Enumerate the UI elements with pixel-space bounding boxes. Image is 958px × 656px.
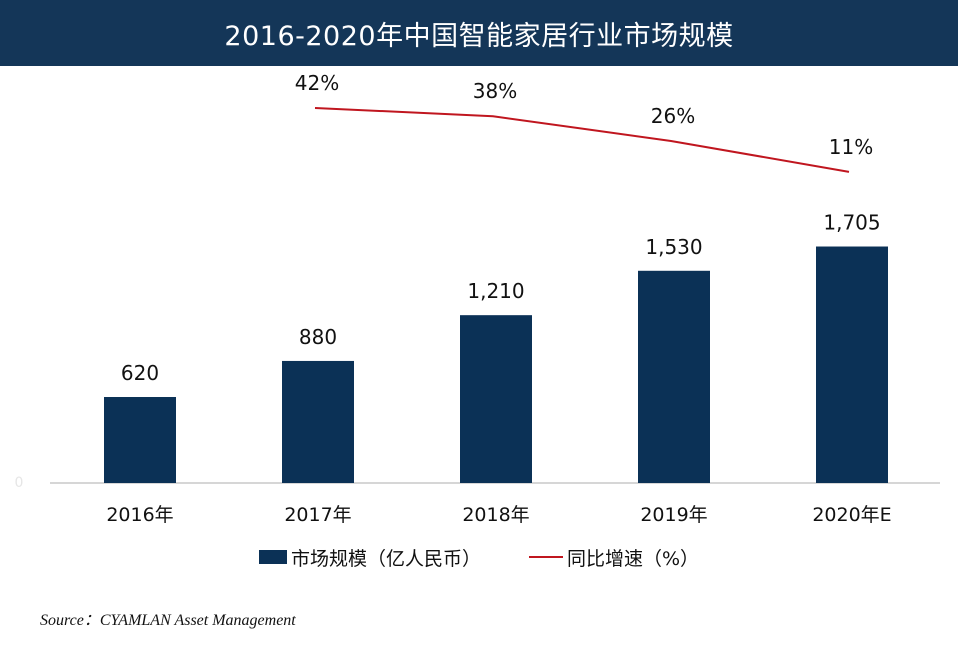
- x-tick-label-1: 2017年: [284, 504, 351, 526]
- legend-item-growth: 同比增速（%）: [528, 544, 700, 571]
- bar-1: [282, 360, 354, 483]
- bar-value-label-4: 1,705: [823, 211, 880, 235]
- legend-item-market-size: 市场规模（亿人民币）: [258, 544, 481, 571]
- bar-0: [104, 397, 176, 483]
- growth-label-3: 26%: [651, 104, 695, 128]
- y-axis-tick-label: 0: [15, 475, 24, 491]
- bar-value-label-3: 1,530: [645, 235, 702, 259]
- legend: 市场规模（亿人民币） 同比增速（%）: [0, 542, 958, 572]
- chart-title: 2016-2020年中国智能家居行业市场规模: [224, 20, 734, 52]
- bar-4: [816, 246, 888, 483]
- title-bar: 2016-2020年中国智能家居行业市场规模: [0, 0, 958, 66]
- legend-bar-swatch: [258, 550, 287, 564]
- growth-line: [314, 107, 850, 173]
- bar-3: [638, 270, 710, 483]
- source-note: Source：CYAMLAN Asset Management: [40, 612, 296, 629]
- chart-area: 0 620 2016年 880 2017年 1,210 2018年 1,530 2019年 1,7…: [15, 71, 940, 526]
- growth-label-1: 42%: [295, 71, 339, 95]
- x-tick-label-2: 2018年: [462, 504, 529, 526]
- bar-value-label-2: 1,210: [467, 279, 524, 303]
- bar-2: [460, 315, 532, 483]
- legend-label-market-size: 市场规模（亿人民币）: [290, 547, 481, 570]
- x-tick-label-4: 2020年E: [812, 504, 891, 526]
- x-tick-label-0: 2016年: [106, 504, 173, 526]
- bar-value-label-1: 880: [299, 325, 337, 349]
- growth-label-4: 11%: [829, 135, 873, 159]
- legend-label-growth: 同比增速（%）: [566, 547, 700, 570]
- x-tick-label-3: 2019年: [640, 504, 707, 526]
- bar-value-label-0: 620: [121, 361, 159, 385]
- legend-line-swatch: [528, 556, 563, 558]
- growth-label-2: 38%: [473, 79, 517, 103]
